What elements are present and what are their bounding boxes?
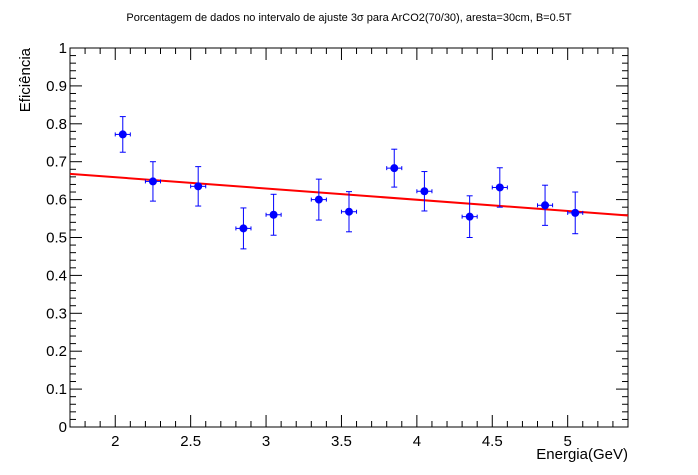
data-point (114, 116, 131, 153)
chart-title: Porcentagem de dados no intervalo de aju… (126, 12, 571, 24)
y-tick-label: 0.5 (46, 230, 67, 247)
data-point (491, 167, 508, 208)
y-tick-label: 0.9 (46, 78, 67, 95)
y-tick-label: 0.6 (46, 192, 67, 209)
data-marker (495, 183, 504, 192)
data-point (416, 171, 433, 212)
y-tick-label: 0.1 (46, 381, 67, 398)
points-layer (114, 116, 584, 250)
y-axis: 0 0.1 0.2 0.3 0.4 0.5 0.6 0.7 0.8 0.9 1 (46, 40, 628, 436)
x-tick-label: 3.5 (331, 433, 352, 450)
x-tick-label: 5 (564, 433, 572, 450)
data-marker (118, 130, 127, 139)
data-marker (345, 207, 353, 216)
data-marker (269, 210, 278, 219)
data-marker (314, 195, 323, 204)
data-point (190, 166, 207, 207)
y-tick-label: 1 (59, 40, 67, 57)
y-tick-label: 0.4 (46, 267, 67, 284)
x-tick-label: 2 (111, 433, 119, 450)
x-tick-label: 4.5 (482, 433, 503, 450)
data-point (144, 161, 161, 202)
plot-frame (69, 47, 629, 428)
data-marker (194, 182, 203, 191)
data-point (567, 191, 584, 235)
x-axis: 2 2.5 3 3.5 4 4.5 5 (69, 48, 629, 450)
y-tick-label: 0.2 (46, 343, 67, 360)
data-point (235, 207, 252, 250)
y-tick-label: 0 (59, 419, 67, 436)
y-tick-label: 0.7 (46, 154, 67, 171)
data-point (461, 195, 478, 238)
data-marker (571, 208, 580, 217)
data-marker (541, 201, 550, 210)
x-tick-label: 4 (413, 433, 421, 450)
data-marker (148, 177, 157, 186)
data-marker (239, 224, 248, 233)
data-point (537, 184, 554, 226)
y-tick-label: 0.8 (46, 116, 67, 133)
data-marker (465, 212, 474, 221)
x-tick-label: 3 (262, 433, 270, 450)
data-point (340, 191, 358, 233)
data-marker (420, 187, 429, 196)
x-tick-label: 2.5 (180, 433, 201, 450)
data-point (386, 148, 403, 188)
x-axis-label: Energia(GeV) (536, 446, 628, 463)
y-tick-label: 0.3 (46, 305, 67, 322)
y-axis-label: Eficiência (17, 47, 34, 112)
data-point (310, 178, 327, 221)
data-marker (390, 164, 399, 173)
data-point (265, 193, 282, 236)
